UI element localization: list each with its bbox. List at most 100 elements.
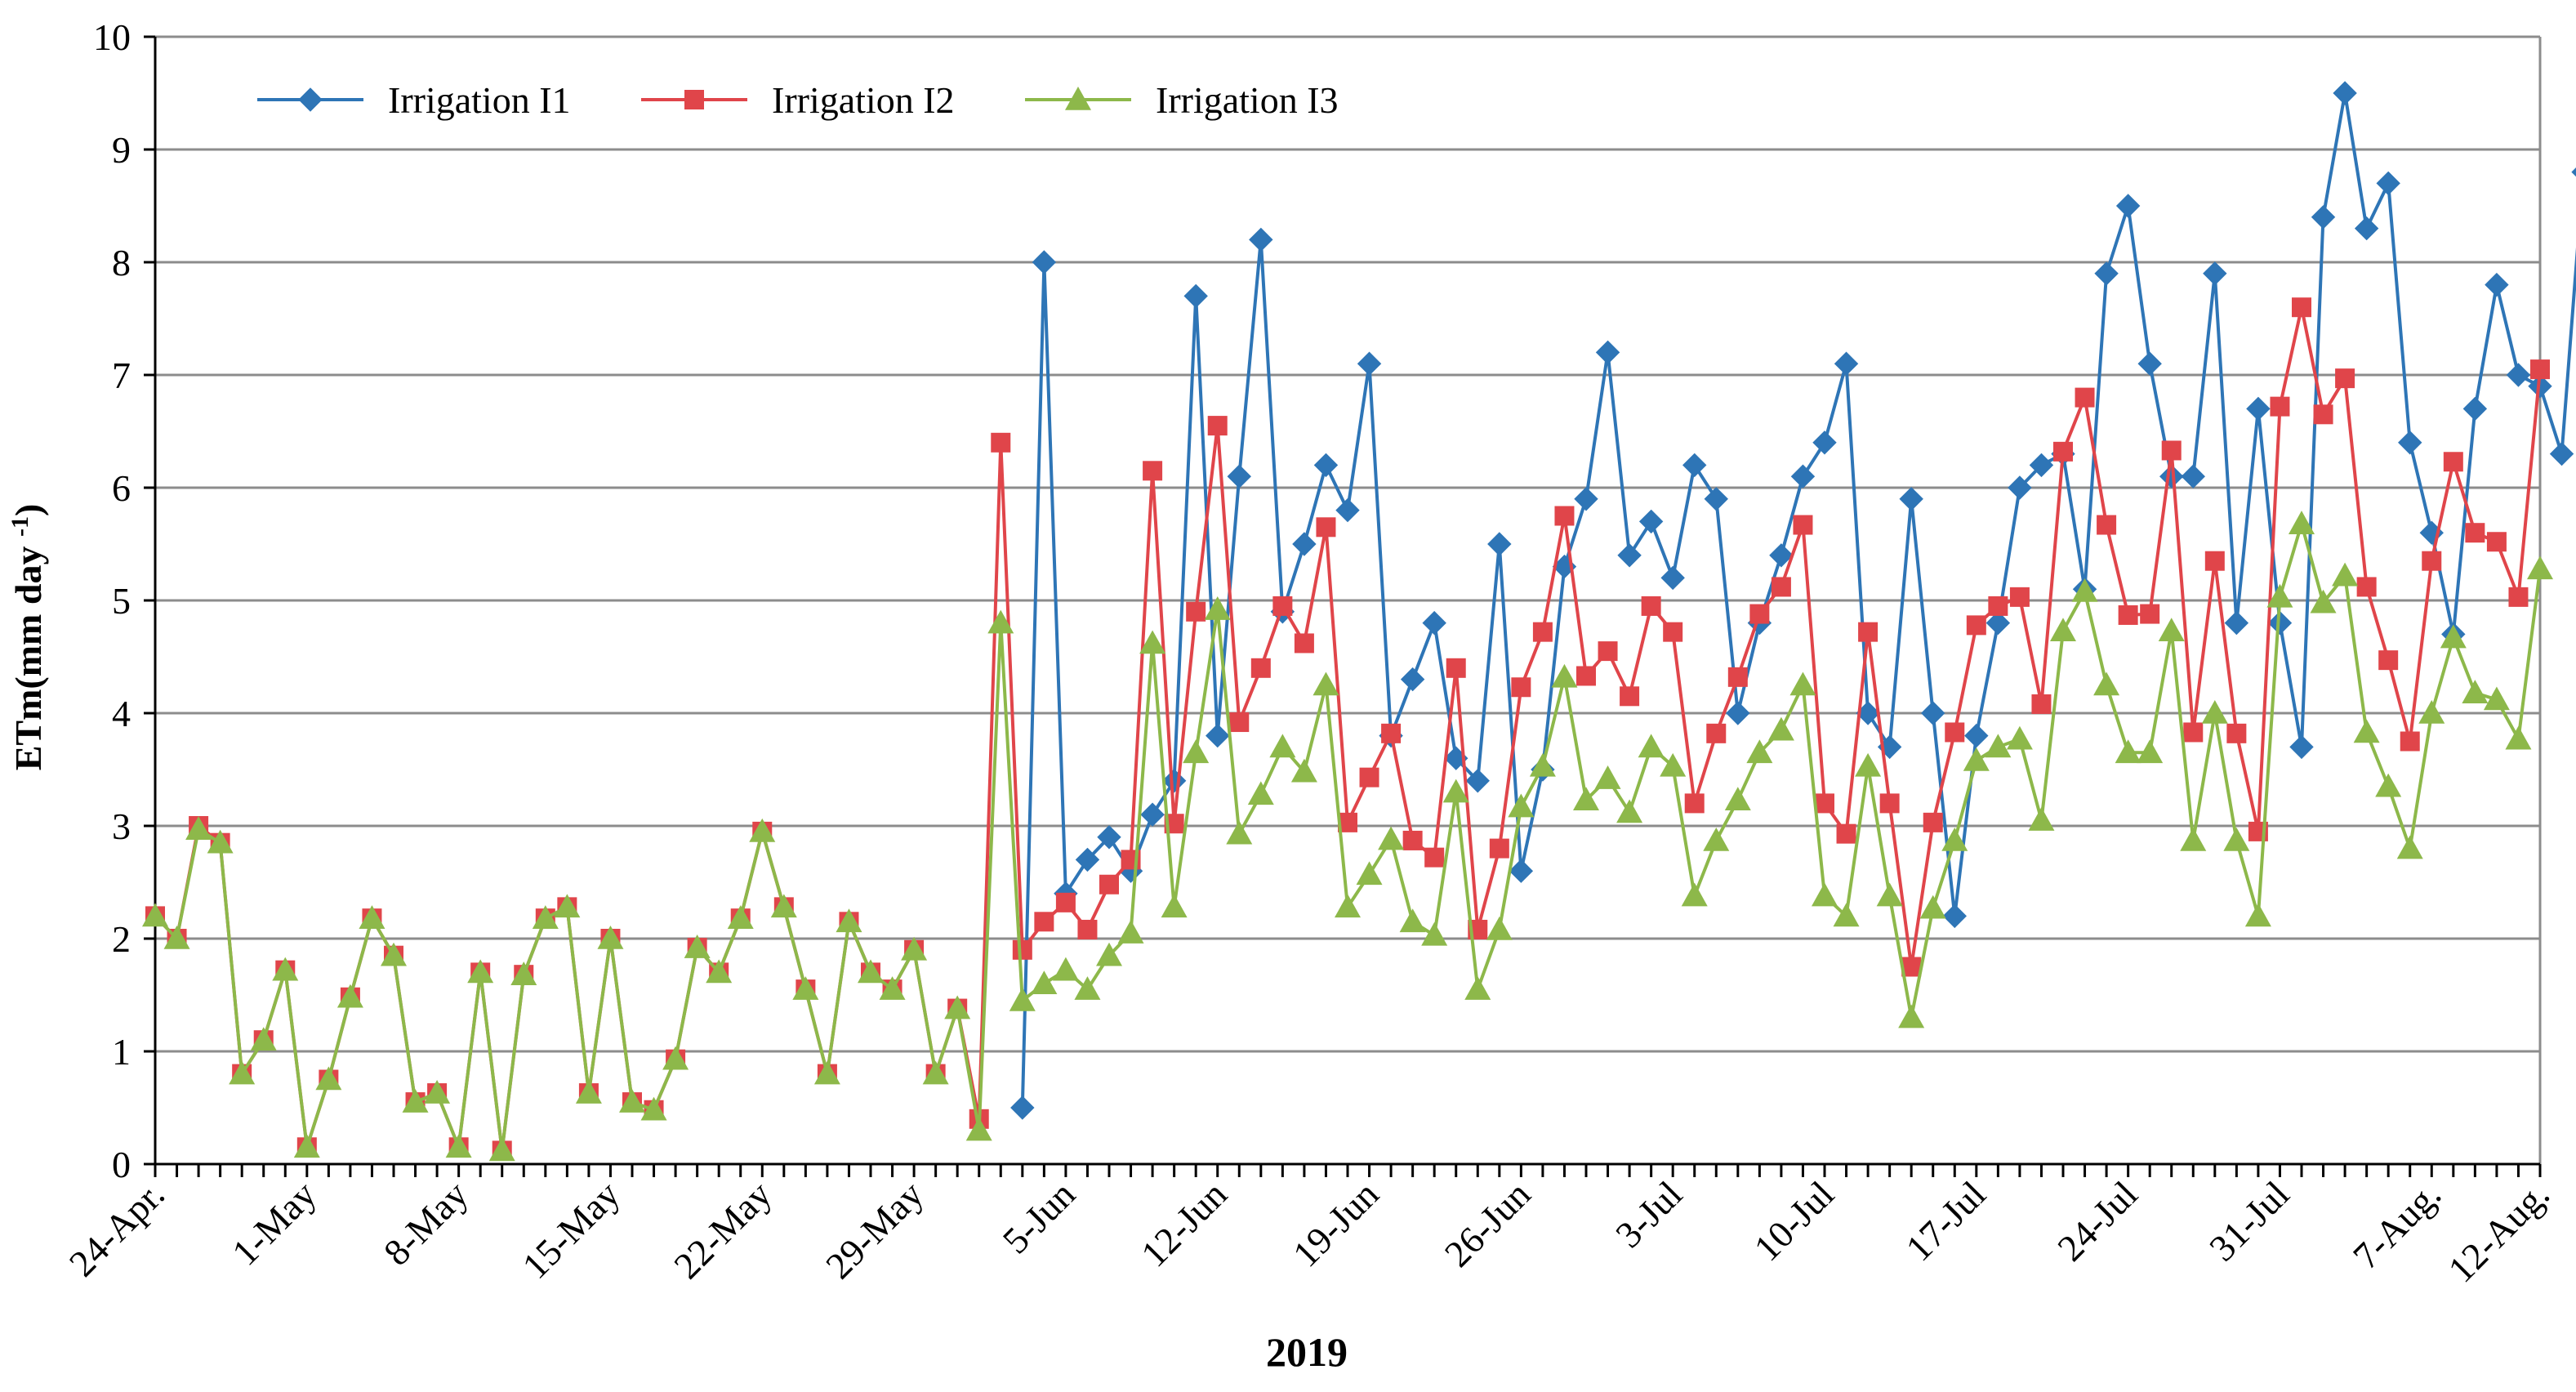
data-point [1529,752,1556,777]
data-point [944,995,971,1019]
data-point [1356,861,1383,886]
data-point [1399,908,1426,933]
data-point [1833,903,1860,927]
data-point [2204,551,2225,571]
data-point [879,976,906,1000]
data-point [2158,618,2185,642]
data-point [1400,667,1425,692]
data-point [1140,802,1165,827]
data-point [1879,793,1900,814]
data-point [2462,680,2489,703]
data-point [2071,578,2098,602]
data-point [2140,604,2160,624]
y-axis-title: ETm(mm day -1) [7,504,50,771]
data-point [1486,916,1513,940]
series-group [142,81,2576,1162]
data-point [424,1080,451,1104]
data-point [1335,894,1361,918]
data-point [1206,723,1230,748]
data-point [1446,658,1466,678]
data-point [684,935,711,958]
data-point [1509,859,1534,883]
legend-marker [684,90,704,109]
data-point [2333,81,2357,105]
data-point [2418,700,2445,724]
data-point [1229,712,1250,733]
data-point [1032,250,1057,274]
data-point [1010,1095,1035,1120]
data-point [1706,723,1727,743]
data-point [1316,517,1336,538]
data-point [1183,283,1208,309]
data-point [1767,716,1794,741]
data-point [2310,589,2337,613]
data-point [1207,416,1228,436]
data-point [1139,630,1166,654]
data-point [575,1080,602,1104]
data-point [1815,793,1834,814]
data-point [532,905,559,929]
data-point [336,984,363,1008]
data-point [1247,781,1274,805]
data-point [1487,532,1512,556]
data-point [1812,882,1838,907]
legend-marker [1065,87,1091,110]
data-point [2053,441,2073,462]
data-point [1681,882,1708,907]
data-point [1183,739,1210,764]
data-point [1964,723,1989,748]
data-point [1381,723,1402,743]
data-point [1424,847,1445,868]
data-point [1663,622,1683,642]
data-point [1945,722,1965,743]
data-point [2332,562,2359,587]
data-point [2266,583,2293,608]
data-point [1789,671,1816,696]
data-point [1985,734,2012,758]
data-point [792,976,819,1000]
data-point [1749,604,1770,624]
data-point [1272,596,1293,616]
data-point [2400,731,2420,752]
data-point [1511,677,1531,698]
data-point [1576,666,1596,686]
y-tick-label: 7 [112,355,131,396]
y-tick-label: 10 [93,16,131,58]
data-point [1682,453,1707,478]
data-point [836,908,862,933]
series-1 [1010,81,2576,1120]
data-point [2009,587,2030,607]
data-point [1942,903,1967,929]
data-point [1617,543,1642,568]
data-point [2483,686,2510,711]
y-tick-label: 9 [112,129,131,171]
data-point [2289,734,2314,760]
data-point [2465,523,2485,543]
data-point [2094,261,2119,286]
data-point [2398,431,2422,455]
data-point [2376,171,2400,196]
data-point [1161,894,1188,918]
data-point [1684,793,1705,814]
data-point [706,959,733,984]
data-point [1574,487,1598,511]
data-point [1099,874,1119,895]
y-tick-label: 0 [112,1144,131,1185]
data-point [1594,765,1621,789]
data-point [1096,942,1122,966]
data-point [488,1137,515,1162]
data-point [2549,441,2574,466]
data-point [1204,596,1231,620]
data-point [1703,827,1730,851]
data-point [1402,830,1423,850]
data-point [467,959,494,984]
data-point [445,1134,472,1158]
legend-item-2: Irrigation I2 [641,79,955,121]
data-point [1335,497,1360,523]
data-point [2161,440,2182,461]
data-point [1793,515,1813,535]
data-point [1359,767,1379,787]
y-axis-title-main: ETm(mm day [7,537,49,770]
data-point [2201,700,2228,724]
data-point [1075,847,1100,872]
